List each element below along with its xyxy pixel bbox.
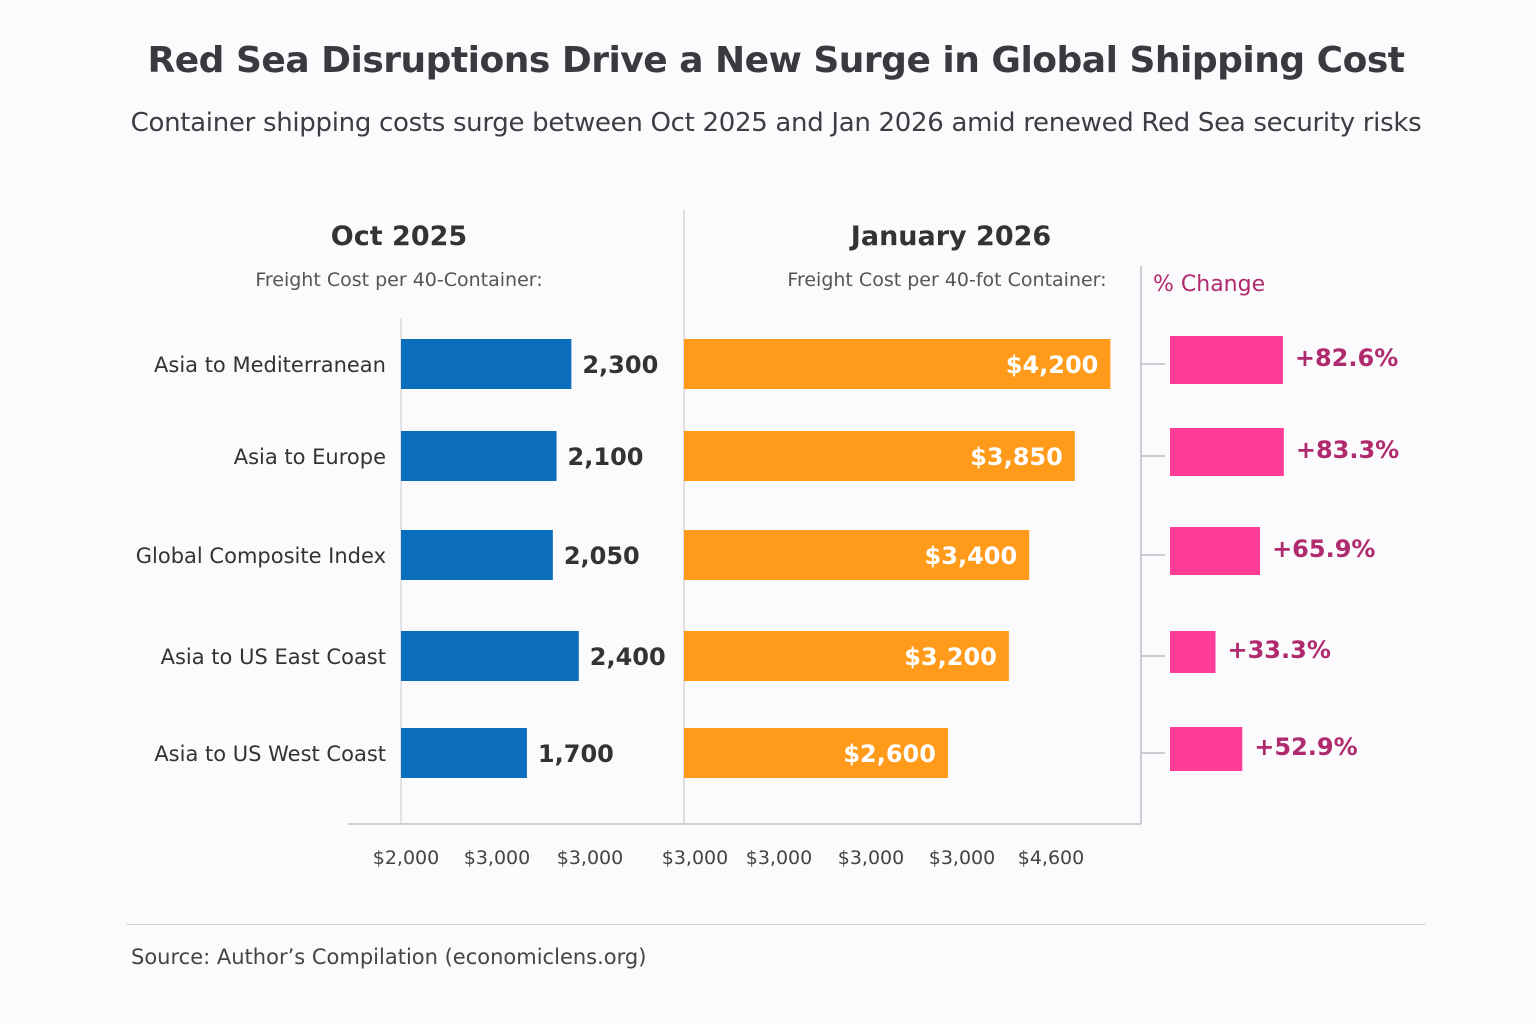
jan-tick-label: $3,000 <box>929 847 995 869</box>
category-label: Global Composite Index <box>136 544 386 568</box>
change-bar <box>1170 631 1216 673</box>
oct-panel-subtitle: Freight Cost per 40-Container: <box>255 269 542 291</box>
change-value-label: +82.6% <box>1295 344 1398 372</box>
category-label: Asia to US East Coast <box>161 645 386 669</box>
jan-bar <box>684 530 1030 580</box>
jan-value-label: $2,600 <box>843 740 936 768</box>
category-label: Asia to Mediterranean <box>154 353 386 377</box>
jan-value-label: $3,850 <box>970 443 1063 471</box>
oct-tick-label: $3,000 <box>464 847 530 869</box>
oct-bar <box>401 631 579 681</box>
jan-value-label: $3,400 <box>925 542 1018 570</box>
jan-panel-title: January 2026 <box>849 221 1051 252</box>
category-label: Asia to Europe <box>234 445 386 469</box>
chart-title: Red Sea Disruptions Drive a New Surge in… <box>147 40 1405 81</box>
source-note: Source: Author’s Compilation (economicle… <box>131 945 647 969</box>
change-value-label: +83.3% <box>1296 436 1399 464</box>
jan-bar <box>684 431 1075 481</box>
change-panel-title: % Change <box>1153 272 1265 297</box>
oct-value-label: 2,050 <box>564 542 640 570</box>
oct-panel-title: Oct 2025 <box>331 221 467 252</box>
jan-value-label: $4,200 <box>1006 351 1099 379</box>
oct-value-label: 2,400 <box>590 643 666 671</box>
oct-bar <box>401 339 572 389</box>
jan-tick-label: $4,600 <box>1018 847 1084 869</box>
oct-value-label: 2,300 <box>582 351 658 379</box>
jan-tick-label: $3,000 <box>838 847 904 869</box>
oct-tick-label: $3,000 <box>557 847 623 869</box>
change-value-label: +52.9% <box>1254 733 1357 761</box>
jan-bar <box>684 728 948 778</box>
change-value-label: +65.9% <box>1272 535 1375 563</box>
change-bar <box>1170 428 1284 476</box>
jan-value-label: $3,200 <box>904 643 997 671</box>
footer-divider <box>126 924 1426 925</box>
oct-bar <box>401 431 557 481</box>
change-value-label: +33.3% <box>1228 636 1331 664</box>
oct-value-label: 1,700 <box>538 740 614 768</box>
jan-panel-subtitle: Freight Cost per 40-fot Container: <box>787 269 1106 291</box>
oct-tick-label: $2,000 <box>373 847 439 869</box>
jan-bar <box>684 339 1111 389</box>
change-bar <box>1170 527 1261 575</box>
oct-bar <box>401 530 553 580</box>
change-bar <box>1170 336 1283 384</box>
jan-tick-label: $3,000 <box>662 847 728 869</box>
jan-tick-label: $3,000 <box>746 847 812 869</box>
chart-subtitle: Container shipping costs surge between O… <box>130 108 1422 138</box>
oct-value-label: 2,100 <box>568 443 644 471</box>
oct-bar <box>401 728 527 778</box>
category-label: Asia to US West Coast <box>154 742 386 766</box>
jan-bar <box>684 631 1009 681</box>
change-bar <box>1170 727 1243 771</box>
